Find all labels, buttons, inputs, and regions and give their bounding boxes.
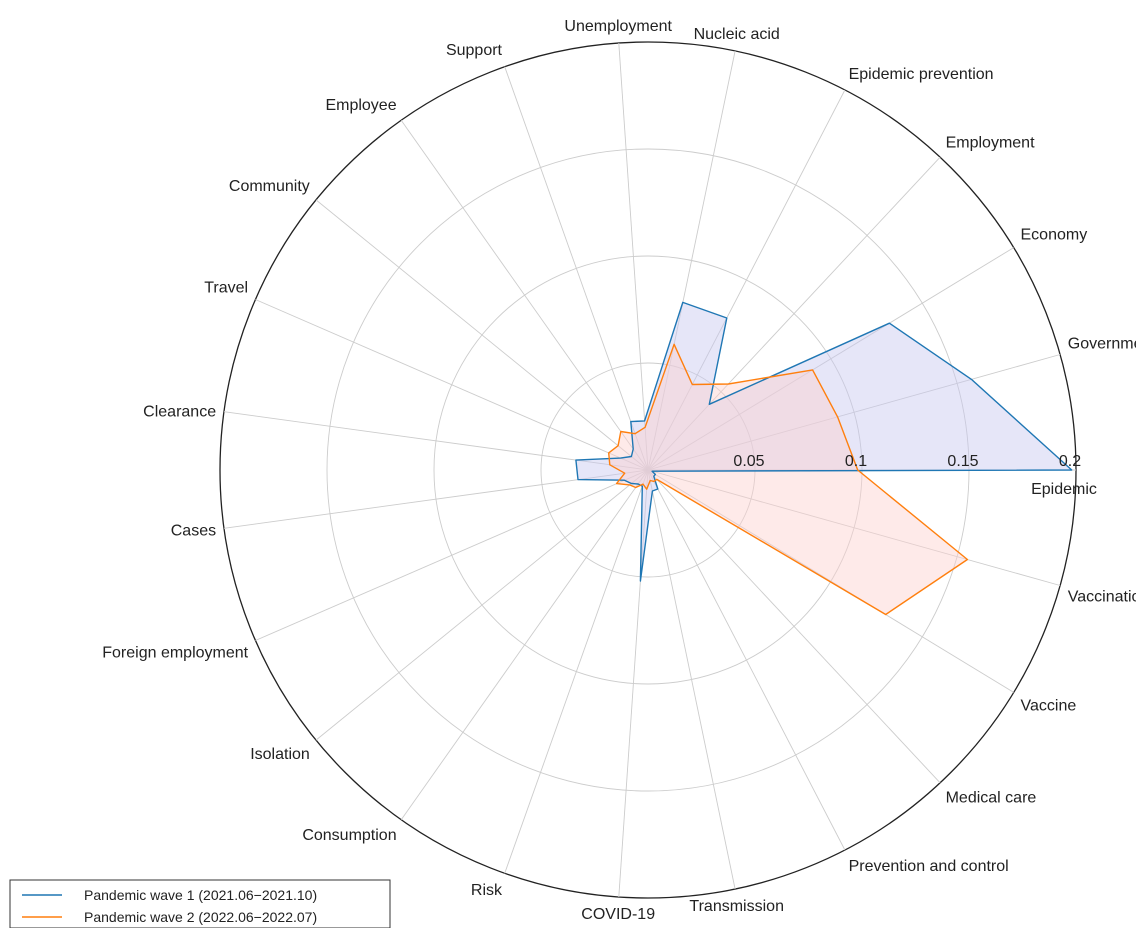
grid-spoke bbox=[647, 469, 1061, 586]
grid-spoke bbox=[400, 469, 649, 820]
category-label: Economy bbox=[1021, 227, 1088, 244]
grid-spoke bbox=[255, 299, 649, 471]
grid-spoke bbox=[647, 247, 1014, 471]
radial-tick-labels: 0.05 0.1 0.15 0.2 bbox=[733, 453, 1081, 470]
grid-spoke bbox=[647, 469, 736, 890]
category-label: Isolation bbox=[250, 746, 310, 763]
grid-spoke bbox=[315, 199, 649, 471]
legend-label: Pandemic wave 2 (2022.06−2022.07) bbox=[84, 909, 317, 925]
category-label: Employment bbox=[946, 134, 1035, 151]
category-label: Clearance bbox=[143, 404, 216, 421]
grid-spoke bbox=[504, 66, 649, 471]
grid-spoke bbox=[504, 469, 649, 874]
category-label: Risk bbox=[471, 882, 503, 899]
series-2-line bbox=[608, 343, 969, 616]
category-label: Unemployment bbox=[564, 18, 672, 35]
radial-tick-label: 0.05 bbox=[733, 453, 764, 470]
grid-spoke bbox=[618, 42, 649, 471]
category-label: Support bbox=[446, 42, 503, 59]
category-label: Foreign employment bbox=[102, 645, 248, 662]
legend: Pandemic wave 1 (2021.06−2021.10) Pandemi… bbox=[9, 879, 391, 928]
legend-box bbox=[9, 879, 391, 928]
grid-spoke bbox=[647, 354, 1061, 471]
series-2-area bbox=[608, 344, 968, 615]
legend-label: Pandemic wave 1 (2021.06−2021.10) bbox=[84, 887, 317, 903]
category-label: Consumption bbox=[302, 827, 396, 844]
category-label: Nucleic acid bbox=[694, 26, 780, 43]
grid-spoke bbox=[647, 469, 941, 784]
category-label: Epidemic bbox=[1031, 481, 1097, 498]
category-label: Medical care bbox=[946, 790, 1037, 807]
category-label: Vaccine bbox=[1021, 698, 1077, 715]
radial-tick-label: 0.1 bbox=[845, 453, 867, 470]
radial-tick-label: 0.2 bbox=[1059, 453, 1081, 470]
grid-spoke bbox=[647, 89, 846, 471]
category-label: COVID-19 bbox=[581, 906, 655, 923]
grid-spoke bbox=[255, 469, 649, 641]
category-label: Government bbox=[1068, 335, 1136, 352]
category-label: Vaccination bbox=[1068, 589, 1136, 606]
series-1-area bbox=[575, 302, 1072, 581]
radial-tick-label: 0.15 bbox=[947, 453, 978, 470]
grid-spoke bbox=[315, 469, 649, 741]
grid-spoke bbox=[618, 469, 649, 898]
category-label: Transmission bbox=[689, 898, 784, 915]
series-1-line bbox=[575, 301, 1073, 582]
grid-spoke bbox=[400, 120, 649, 471]
category-label: Employee bbox=[325, 97, 396, 114]
grid-spoke bbox=[647, 469, 1014, 693]
grid-spoke bbox=[647, 469, 846, 851]
grid-spoke bbox=[647, 50, 736, 471]
series-layer bbox=[575, 301, 1073, 616]
category-label: Prevention and control bbox=[849, 858, 1009, 875]
category-label: Cases bbox=[171, 522, 216, 539]
grid-spoke bbox=[647, 156, 941, 471]
category-label: Community bbox=[229, 178, 310, 195]
category-label: Travel bbox=[204, 279, 248, 296]
category-label: Epidemic prevention bbox=[849, 66, 994, 83]
category-labels: Epidemic Government Economy Employment Epide… bbox=[102, 18, 1136, 923]
